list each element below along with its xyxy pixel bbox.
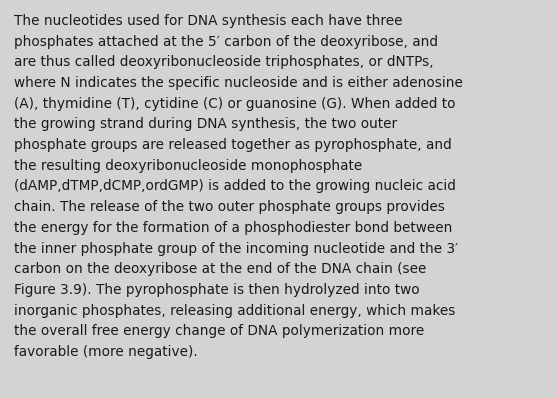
Text: inorganic phosphates, releasing additional energy, which makes: inorganic phosphates, releasing addition… xyxy=(14,304,455,318)
Text: the growing strand during DNA synthesis, the two outer: the growing strand during DNA synthesis,… xyxy=(14,117,397,131)
Text: carbon on the deoxyribose at the end of the DNA chain (see: carbon on the deoxyribose at the end of … xyxy=(14,262,426,276)
Text: the inner phosphate group of the incoming nucleotide and the 3′: the inner phosphate group of the incomin… xyxy=(14,242,458,256)
Text: (A), thymidine (T), cytidine (C) or guanosine (G). When added to: (A), thymidine (T), cytidine (C) or guan… xyxy=(14,97,455,111)
Text: are thus called deoxyribonucleoside triphosphates, or dNTPs,: are thus called deoxyribonucleoside trip… xyxy=(14,55,434,69)
Text: the overall free energy change of DNA polymerization more: the overall free energy change of DNA po… xyxy=(14,324,424,338)
Text: favorable (more negative).: favorable (more negative). xyxy=(14,345,198,359)
Text: phosphates attached at the 5′ carbon of the deoxyribose, and: phosphates attached at the 5′ carbon of … xyxy=(14,35,438,49)
Text: the energy for the formation of a phosphodiester bond between: the energy for the formation of a phosph… xyxy=(14,221,453,235)
Text: The nucleotides used for DNA synthesis each have three: The nucleotides used for DNA synthesis e… xyxy=(14,14,402,28)
Text: (dAMP,dTMP,dCMP,ordGMP) is added to the growing nucleic acid: (dAMP,dTMP,dCMP,ordGMP) is added to the … xyxy=(14,179,456,193)
Text: where N indicates the specific nucleoside and is either adenosine: where N indicates the specific nucleosid… xyxy=(14,76,463,90)
Text: the resulting deoxyribonucleoside monophosphate: the resulting deoxyribonucleoside monoph… xyxy=(14,159,362,173)
Text: phosphate groups are released together as pyrophosphate, and: phosphate groups are released together a… xyxy=(14,138,451,152)
Text: chain. The release of the two outer phosphate groups provides: chain. The release of the two outer phos… xyxy=(14,200,445,214)
Text: Figure 3.9). The pyrophosphate is then hydrolyzed into two: Figure 3.9). The pyrophosphate is then h… xyxy=(14,283,420,297)
